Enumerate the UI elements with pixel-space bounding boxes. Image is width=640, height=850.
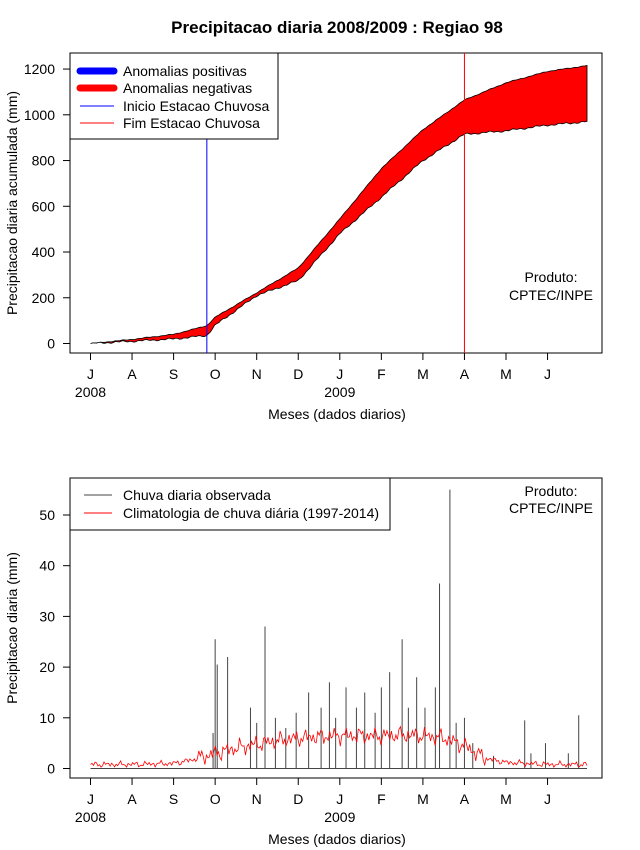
observed-rain-layer	[90, 489, 588, 769]
legend-label-anomalias-negativas: Anomalias negativas	[123, 80, 252, 96]
x-tick-label-5: D	[293, 366, 303, 382]
legend-label-inicio-estacao: Inicio Estacao Chuvosa	[123, 98, 270, 114]
x-tick-label-10: M	[500, 366, 512, 382]
climatology-line	[90, 725, 588, 769]
annotation-line-1: Produto:	[525, 483, 578, 499]
x-tick-label-4: N	[252, 366, 262, 382]
x-tick-label-2: S	[169, 366, 178, 382]
x-tick-label-9: A	[460, 366, 470, 382]
anomaly-area-negative	[90, 64, 588, 344]
x-tick-label-3: O	[210, 791, 221, 807]
y-tick-label-200: 200	[32, 290, 56, 306]
chart-title: Precipitacao diaria 2008/2009 : Regiao 9…	[171, 18, 503, 37]
y-tick-label-30: 30	[39, 608, 55, 624]
x-tick-label-5: D	[293, 791, 303, 807]
annotation-line-2: CPTEC/INPE	[509, 500, 593, 516]
year-label-2009: 2009	[324, 809, 355, 825]
x-tick-label-7: F	[377, 791, 386, 807]
y-tick-label-20: 20	[39, 659, 55, 675]
annotation-line-2: CPTEC/INPE	[509, 287, 593, 303]
x-tick-label-4: N	[252, 791, 262, 807]
x-tick-label-6: J	[336, 791, 343, 807]
x-tick-label-0: J	[87, 366, 94, 382]
y-axis: 0 200 400 600 800 1000 1200	[24, 61, 70, 352]
climatology-layer	[90, 725, 588, 769]
y-tick-label-0: 0	[47, 336, 55, 352]
x-axis: J A S O N D J F M A M J 2008 2009	[75, 353, 551, 400]
x-tick-label-1: A	[127, 791, 137, 807]
legend-label-fim-estacao: Fim Estacao Chuvosa	[123, 115, 260, 131]
y-tick-label-1000: 1000	[24, 107, 55, 123]
year-label-2008: 2008	[75, 384, 106, 400]
plot-frame	[69, 52, 603, 354]
annotation-line-1: Produto:	[525, 269, 578, 285]
x-tick-label-10: M	[500, 791, 512, 807]
x-tick-label-7: F	[377, 366, 386, 382]
legend-label-climatologia: Climatologia de chuva diária (1997-2014)	[123, 505, 379, 521]
x-tick-label-0: J	[87, 791, 94, 807]
y-tick-label-1200: 1200	[24, 61, 55, 77]
y-tick-label-800: 800	[32, 153, 56, 169]
y-tick-label-0: 0	[47, 761, 55, 777]
x-tick-label-1: A	[127, 366, 137, 382]
x-tick-label-11: J	[544, 366, 551, 382]
legend-label-anomalias-positivas: Anomalias positivas	[123, 63, 247, 79]
x-axis-label: Meses (dados diarios)	[268, 406, 406, 422]
x-tick-label-9: A	[460, 791, 470, 807]
y-tick-label-400: 400	[32, 244, 56, 260]
legend: Chuva diaria observada Climatologia de c…	[69, 477, 391, 531]
y-axis-label: Precipitacao diaria acumulada (mm)	[4, 91, 20, 315]
y-tick-label-50: 50	[39, 507, 55, 523]
y-axis: 0 10 20 30 40 50	[39, 507, 70, 777]
y-tick-label-10: 10	[39, 710, 55, 726]
legend: Anomalias positivas Anomalias negativas …	[69, 52, 279, 140]
x-tick-label-11: J	[544, 791, 551, 807]
x-axis-label: Meses (dados diarios)	[268, 831, 406, 847]
daily-precip-chart: 0 10 20 30 40 50 J A S O N D J F M A M J 2008 2009 Chuva d…	[4, 477, 603, 847]
year-label-2009: 2009	[324, 384, 355, 400]
y-tick-label-600: 600	[32, 198, 56, 214]
accumulated-precip-chart: 0 200 400 600 800 1000 1200 J A S O N D J F M A M J 2008 20…	[4, 52, 603, 422]
y-axis-label: Precipitacao diaria (mm)	[4, 552, 20, 704]
anomaly-area-layer	[90, 64, 588, 344]
x-axis: J A S O N D J F M A M J 2008 2009	[75, 778, 551, 825]
year-label-2008: 2008	[75, 809, 106, 825]
x-tick-label-3: O	[210, 366, 221, 382]
x-tick-label-6: J	[336, 366, 343, 382]
y-tick-label-40: 40	[39, 558, 55, 574]
x-tick-label-8: M	[417, 791, 429, 807]
legend-label-chuva-observada: Chuva diaria observada	[123, 487, 271, 503]
x-tick-label-2: S	[169, 791, 178, 807]
legend-box	[69, 477, 391, 531]
x-tick-label-8: M	[417, 366, 429, 382]
legend-box	[69, 52, 279, 140]
